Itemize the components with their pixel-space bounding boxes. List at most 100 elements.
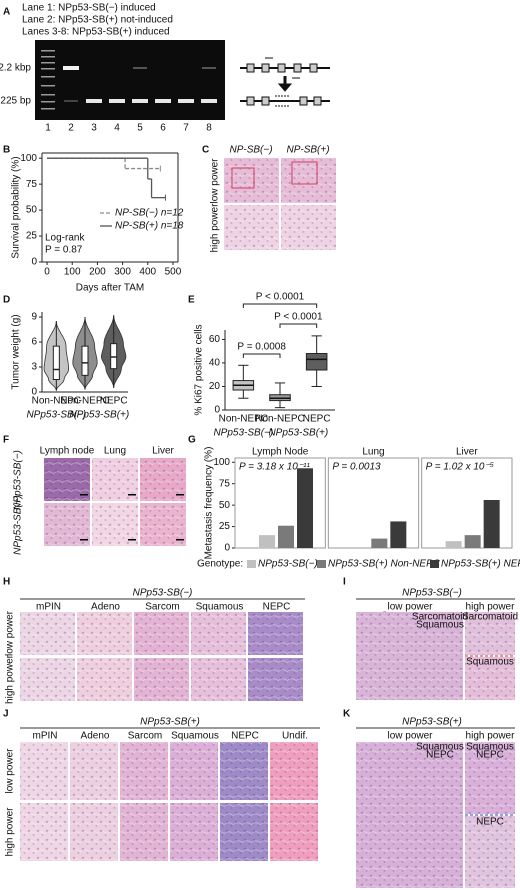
bar	[259, 535, 275, 548]
y-tick-label: 0	[31, 257, 37, 268]
panel-letter: K	[343, 709, 351, 720]
micrograph-texture	[20, 742, 68, 800]
micrograph-texture	[70, 803, 118, 861]
facet-title: Lung	[362, 447, 384, 458]
row-label: low power	[5, 748, 16, 794]
y-axis-label: Tumor weight (g)	[11, 314, 22, 389]
gel-band	[64, 100, 78, 102]
x-tick-label: NEPC	[100, 396, 128, 407]
scale-bar	[128, 539, 136, 541]
column-label: NEPC	[231, 731, 259, 742]
column-label: high power	[466, 731, 516, 742]
panel-letter: A	[3, 7, 10, 18]
legend-title: Genotype:	[197, 559, 243, 570]
x-tick-label: 0	[44, 267, 50, 278]
micrograph-texture	[224, 205, 279, 250]
micrograph-texture	[465, 612, 515, 655]
panel-letter: G	[188, 435, 196, 446]
micrograph-texture	[356, 612, 463, 700]
y-tick-label: 60	[209, 334, 221, 345]
gel-legend-line: Lane 2: NPp53-SB(+) not-induced	[22, 15, 173, 26]
ladder-band	[41, 108, 55, 110]
bar	[390, 521, 407, 548]
column-label: NEPC	[263, 602, 291, 613]
bar	[297, 468, 313, 548]
annotation: P = 0.87	[45, 245, 83, 256]
gel-band	[202, 67, 216, 69]
micrograph-texture	[20, 658, 75, 701]
micrograph-texture	[248, 658, 303, 701]
micrograph-texture	[465, 742, 515, 814]
y-tick-label: 3	[31, 362, 37, 373]
zoom-box	[231, 167, 255, 189]
column-label: Sarcom	[128, 731, 162, 742]
ladder-band	[41, 56, 55, 58]
panel-letter: E	[188, 295, 195, 306]
p-value: P = 3.18 x 10⁻¹¹	[239, 462, 310, 473]
panel-title: NPp53-SB(+)	[140, 717, 200, 728]
row-label: high power	[210, 203, 221, 253]
column-label: Sarcom	[145, 602, 179, 613]
panel-letter: I	[343, 577, 346, 588]
y-tick-label: 0	[224, 543, 230, 554]
micrograph-texture	[465, 816, 515, 888]
p-value: P < 0.0001	[274, 312, 323, 323]
row-label: high power	[5, 807, 16, 857]
panel-title: NPp53-SB(−)	[402, 588, 462, 599]
box	[110, 343, 118, 370]
annotation: Sarcomatoid	[412, 612, 468, 623]
legend-swatch	[317, 560, 326, 568]
gel-band	[86, 99, 102, 103]
lane-number: 7	[183, 123, 189, 134]
annotation: NEPC	[476, 750, 504, 761]
x-tick-label: Non-NEPC	[255, 414, 304, 425]
panel-letter: J	[3, 709, 9, 720]
ladder-band	[41, 101, 55, 103]
micrograph-texture	[92, 503, 138, 546]
significance-bracket	[242, 353, 281, 358]
group-label: NPp53-SB(−)	[26, 410, 86, 421]
micrograph-texture	[248, 612, 303, 655]
micrograph-texture	[120, 742, 168, 800]
facet-title: Lymph Node	[252, 447, 309, 458]
micrograph-texture	[220, 742, 268, 800]
y-tick-label: 25	[219, 521, 231, 532]
micrograph-texture	[20, 612, 75, 655]
micrograph-texture	[191, 658, 246, 701]
y-tick-label: 100	[213, 457, 230, 468]
y-tick-label: 40	[209, 358, 221, 369]
significance-bracket	[242, 303, 318, 308]
row-label: NPp53-SB(−)	[13, 450, 24, 510]
scale-bar	[80, 539, 88, 541]
ladder-band	[41, 68, 55, 70]
legend-swatch	[247, 560, 256, 568]
micrograph-texture	[20, 803, 68, 861]
micrograph-texture	[220, 803, 268, 861]
gel-legend-line: Lanes 3-8: NPp53-SB(+) induced	[22, 27, 170, 38]
group-label: NPp53-SB(−)	[213, 428, 273, 439]
y-tick-label: 9	[31, 312, 37, 323]
panel-letter: D	[3, 295, 10, 306]
size-marker: 2.2 kbp	[0, 63, 31, 74]
legend-label: NPp53-SB(+) NEPC	[441, 559, 520, 570]
micrograph-texture	[281, 158, 336, 203]
lane-number: 5	[137, 123, 143, 134]
bar	[445, 541, 462, 548]
micrograph-texture	[77, 612, 132, 655]
gel-image	[35, 40, 225, 120]
column-label: Lung	[104, 446, 126, 457]
lane-number: 6	[160, 123, 166, 134]
ladder-band	[41, 50, 55, 52]
x-tick-label: Non-NEPC	[60, 396, 109, 407]
micrograph-texture	[44, 503, 90, 546]
annotation: Log-rank	[45, 233, 85, 244]
lane-number: 2	[68, 123, 74, 134]
gel-band	[132, 99, 148, 103]
column-label: low power	[387, 602, 433, 613]
size-marker: 225 bp	[0, 96, 31, 107]
p-value: P = 0.0013	[332, 462, 381, 473]
panel-letter: F	[3, 435, 9, 446]
panel-letter: C	[202, 145, 209, 156]
p-value: P < 0.0001	[256, 292, 305, 303]
